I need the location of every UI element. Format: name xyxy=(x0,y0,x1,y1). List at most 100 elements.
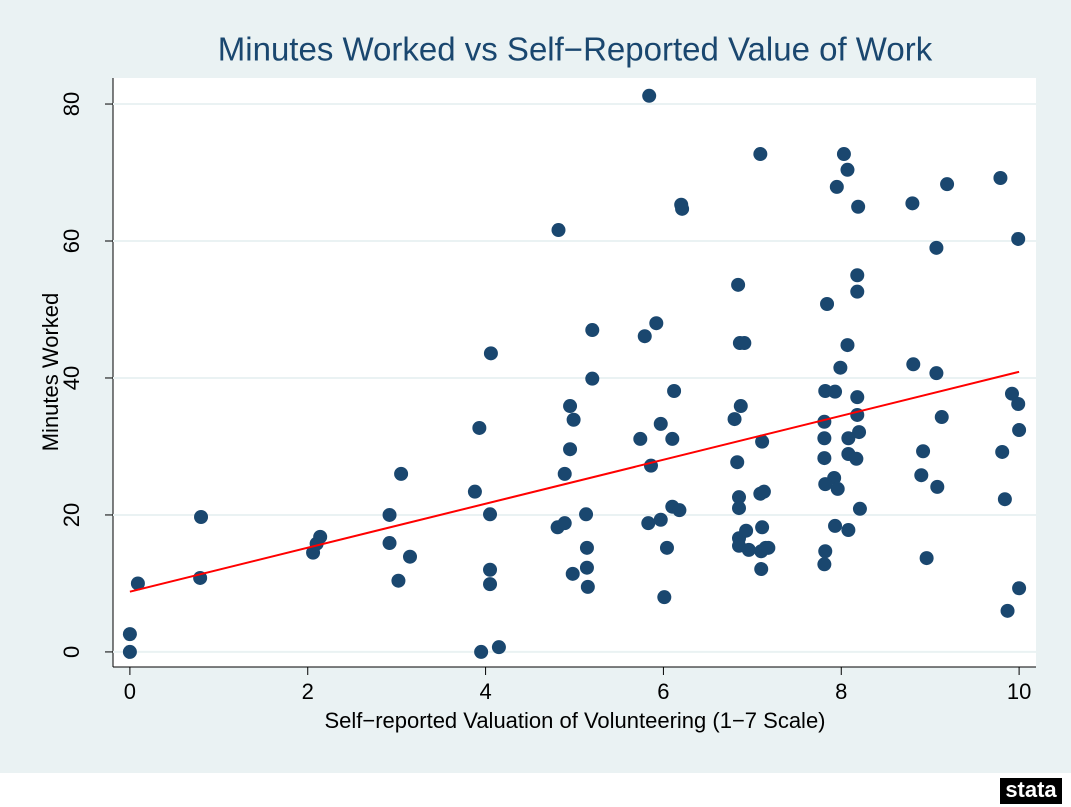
x-tick-label: 8 xyxy=(835,679,847,704)
point xyxy=(402,549,417,564)
point xyxy=(675,201,690,216)
chart-title: Minutes Worked vs Self−Reported Value of… xyxy=(218,31,933,68)
point xyxy=(563,399,578,414)
point xyxy=(730,455,745,470)
y-tick-label: 40 xyxy=(59,366,84,390)
point xyxy=(753,147,768,162)
point xyxy=(829,179,844,194)
point xyxy=(817,431,832,446)
point xyxy=(194,510,209,525)
y-tick-label: 80 xyxy=(59,92,84,116)
point xyxy=(472,420,487,435)
point xyxy=(579,507,594,522)
point xyxy=(1000,603,1015,618)
y-axis-title: Minutes Worked xyxy=(38,293,63,452)
point xyxy=(840,338,855,353)
point xyxy=(755,434,770,449)
y-tick-label: 20 xyxy=(59,503,84,527)
point xyxy=(841,431,856,446)
point xyxy=(820,297,835,312)
point xyxy=(566,412,581,427)
point xyxy=(850,268,865,283)
point xyxy=(817,557,832,572)
point xyxy=(483,507,498,522)
point xyxy=(394,466,409,481)
point xyxy=(930,479,945,494)
point xyxy=(934,410,949,425)
point xyxy=(828,384,843,399)
point xyxy=(130,576,145,591)
point xyxy=(653,512,668,527)
point xyxy=(649,316,664,331)
point xyxy=(657,590,672,605)
point xyxy=(667,383,682,398)
point xyxy=(382,507,397,522)
x-tick-label: 4 xyxy=(479,679,491,704)
point xyxy=(642,88,657,103)
point xyxy=(563,442,578,457)
point xyxy=(483,346,498,361)
y-tick-label: 60 xyxy=(59,229,84,253)
point xyxy=(1012,581,1027,596)
point xyxy=(474,644,489,659)
point xyxy=(633,431,648,446)
point xyxy=(914,468,929,483)
point xyxy=(732,490,747,505)
point xyxy=(828,518,843,533)
point xyxy=(382,536,397,551)
point xyxy=(906,357,921,372)
point xyxy=(732,501,747,516)
point xyxy=(122,644,137,659)
point xyxy=(641,516,656,531)
point xyxy=(1004,386,1019,401)
point xyxy=(727,412,742,427)
point xyxy=(1012,423,1027,438)
point xyxy=(850,284,865,299)
point xyxy=(557,466,572,481)
point xyxy=(840,162,855,177)
point xyxy=(929,240,944,255)
point xyxy=(580,579,595,594)
point xyxy=(997,492,1012,507)
point xyxy=(817,451,832,466)
x-tick-label: 10 xyxy=(1007,679,1031,704)
point xyxy=(852,501,867,516)
x-tick-label: 6 xyxy=(657,679,669,704)
y-tick-label: 0 xyxy=(59,646,84,658)
point xyxy=(585,371,600,386)
point xyxy=(579,540,594,555)
point xyxy=(852,425,867,440)
point xyxy=(557,516,572,531)
point xyxy=(836,147,851,162)
point xyxy=(665,431,680,446)
point xyxy=(916,444,931,459)
point xyxy=(851,199,866,214)
point xyxy=(467,484,482,499)
point xyxy=(818,544,833,559)
x-tick-label: 2 xyxy=(302,679,314,704)
point xyxy=(733,399,748,414)
point xyxy=(755,520,770,535)
point xyxy=(940,177,955,192)
point xyxy=(841,523,856,538)
point xyxy=(993,170,1008,185)
point xyxy=(741,542,756,557)
point xyxy=(905,196,920,211)
point xyxy=(849,451,864,466)
point xyxy=(1011,231,1026,246)
point xyxy=(391,573,406,588)
point xyxy=(579,560,594,575)
point xyxy=(818,477,833,492)
point xyxy=(585,323,600,338)
point xyxy=(761,540,776,555)
point xyxy=(483,562,498,577)
point xyxy=(995,444,1010,459)
point xyxy=(850,390,865,405)
point xyxy=(754,562,769,577)
point xyxy=(483,577,498,592)
point xyxy=(565,566,580,581)
point xyxy=(756,484,771,499)
point xyxy=(739,523,754,538)
point xyxy=(737,336,752,351)
